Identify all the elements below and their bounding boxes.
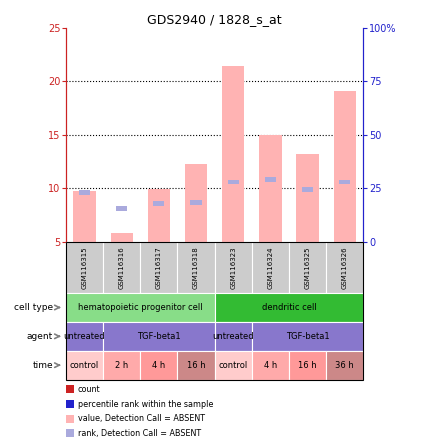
Text: rank, Detection Call = ABSENT: rank, Detection Call = ABSENT	[78, 429, 201, 438]
Bar	[185, 164, 207, 242]
Bar	[190, 200, 201, 205]
Text: 2 h: 2 h	[115, 361, 128, 370]
Text: count: count	[78, 385, 100, 394]
Text: GSM116316: GSM116316	[119, 246, 125, 289]
Bar	[259, 135, 281, 242]
Text: 16 h: 16 h	[187, 361, 205, 370]
Text: 4 h: 4 h	[264, 361, 277, 370]
Bar	[228, 179, 239, 184]
Text: untreated: untreated	[212, 332, 254, 341]
Text: value, Detection Call = ABSENT: value, Detection Call = ABSENT	[78, 414, 205, 423]
Bar	[110, 234, 133, 242]
Text: GSM116325: GSM116325	[305, 246, 311, 289]
Text: GSM116326: GSM116326	[342, 246, 348, 289]
Text: agent: agent	[27, 332, 53, 341]
Text: dendritic cell: dendritic cell	[262, 303, 316, 312]
Bar	[222, 66, 244, 242]
Text: hematopoietic progenitor cell: hematopoietic progenitor cell	[78, 303, 203, 312]
Text: GSM116317: GSM116317	[156, 246, 162, 289]
Bar	[296, 154, 319, 242]
Bar	[302, 187, 313, 192]
Bar	[148, 190, 170, 242]
Bar	[265, 177, 276, 182]
Text: GSM116318: GSM116318	[193, 246, 199, 289]
Text: 36 h: 36 h	[335, 361, 354, 370]
Bar	[153, 201, 164, 206]
Text: TGF-beta1: TGF-beta1	[137, 332, 181, 341]
Text: GSM116323: GSM116323	[230, 246, 236, 289]
Bar	[73, 190, 96, 242]
Text: TGF-beta1: TGF-beta1	[286, 332, 329, 341]
Bar	[116, 206, 127, 211]
Title: GDS2940 / 1828_s_at: GDS2940 / 1828_s_at	[147, 13, 282, 26]
Text: percentile rank within the sample: percentile rank within the sample	[78, 400, 213, 408]
Bar	[79, 190, 90, 195]
Text: GSM116315: GSM116315	[82, 246, 88, 289]
Bar	[334, 91, 356, 242]
Bar	[339, 179, 350, 184]
Text: time: time	[32, 361, 53, 370]
Text: GSM116324: GSM116324	[267, 246, 273, 289]
Text: untreated: untreated	[64, 332, 105, 341]
Text: cell type: cell type	[14, 303, 53, 312]
Text: control: control	[218, 361, 248, 370]
Text: 4 h: 4 h	[152, 361, 165, 370]
Text: 16 h: 16 h	[298, 361, 317, 370]
Text: control: control	[70, 361, 99, 370]
